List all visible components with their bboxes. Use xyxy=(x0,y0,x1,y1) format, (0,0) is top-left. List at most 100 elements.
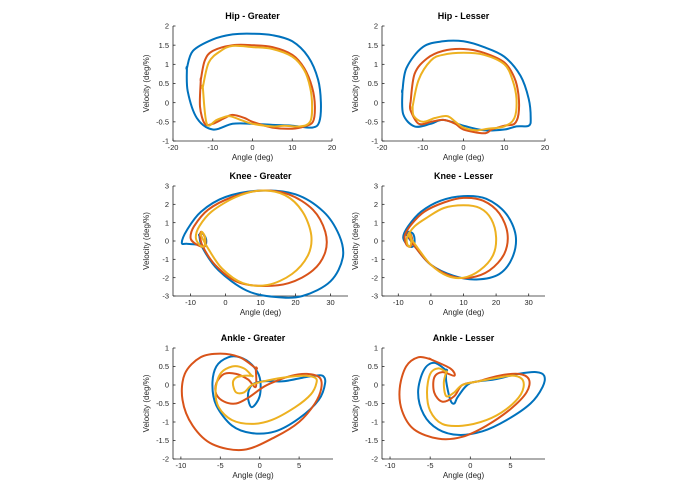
y-tick-label: 1.5 xyxy=(159,41,169,50)
y-tick-label: -1.5 xyxy=(156,436,169,445)
x-axis-label: Angle (deg) xyxy=(232,153,274,162)
x-tick-label: 20 xyxy=(541,143,549,152)
y-tick-label: 1 xyxy=(165,60,169,69)
x-axis-label: Angle (deg) xyxy=(443,308,485,317)
series-1-line xyxy=(185,32,322,131)
x-tick-label: -10 xyxy=(417,143,428,152)
panel-title: Knee - Greater xyxy=(229,171,292,181)
y-tick-label: -1 xyxy=(162,137,169,146)
series-2-line xyxy=(198,43,316,130)
y-tick-label: 1 xyxy=(165,344,169,353)
y-tick-label: -2 xyxy=(162,455,169,464)
series-3-line xyxy=(411,51,518,132)
x-tick-label: 5 xyxy=(297,461,301,470)
y-tick-label: -3 xyxy=(162,292,169,301)
series-1-line xyxy=(401,39,532,132)
x-axis-label: Angle (deg) xyxy=(443,471,485,480)
y-tick-label: 0 xyxy=(374,237,378,246)
series-3-line xyxy=(201,44,314,128)
y-tick-label: 0 xyxy=(374,381,378,390)
y-axis-label: Velocity (deg/%) xyxy=(142,212,151,270)
y-tick-label: 2 xyxy=(374,200,378,209)
x-axis-label: Angle (deg) xyxy=(240,308,282,317)
series-1-line xyxy=(417,361,546,436)
x-tick-label: -20 xyxy=(168,143,179,152)
x-axis-label: Angle (deg) xyxy=(443,153,485,162)
x-tick-label: -10 xyxy=(175,461,186,470)
y-tick-label: 2 xyxy=(165,22,169,31)
y-tick-label: -0.5 xyxy=(156,117,169,126)
panel-6: -10 -5 0 5 -2 -1.5 -1 -0.5 0 0.5 1 Ankle - Lesser An… xyxy=(351,333,546,480)
y-tick-label: -1 xyxy=(371,137,378,146)
y-tick-label: 0.5 xyxy=(368,79,378,88)
y-tick-label: -1 xyxy=(162,418,169,427)
x-tick-label: -10 xyxy=(207,143,218,152)
x-tick-label: 10 xyxy=(288,143,296,152)
x-tick-label: -20 xyxy=(377,143,388,152)
x-tick-label: -5 xyxy=(217,461,224,470)
y-tick-label: -0.5 xyxy=(365,399,378,408)
x-tick-label: 0 xyxy=(461,143,465,152)
x-tick-label: 30 xyxy=(326,298,334,307)
x-tick-label: -10 xyxy=(385,461,396,470)
y-tick-label: 2 xyxy=(374,22,378,31)
x-tick-label: 0 xyxy=(223,298,227,307)
panel-title: Hip - Lesser xyxy=(438,11,490,21)
x-axis-label: Angle (deg) xyxy=(232,471,274,480)
panel-title: Ankle - Greater xyxy=(221,333,286,343)
y-tick-label: 0.5 xyxy=(159,79,169,88)
y-tick-label: 1.5 xyxy=(368,41,378,50)
y-tick-label: 0 xyxy=(165,98,169,107)
y-tick-label: 0 xyxy=(165,237,169,246)
y-tick-label: 0 xyxy=(374,98,378,107)
y-tick-label: 3 xyxy=(374,182,378,191)
y-tick-label: -2 xyxy=(371,273,378,282)
y-axis-label: Velocity (deg/%) xyxy=(351,374,360,432)
y-tick-label: 1 xyxy=(165,218,169,227)
y-axis-label: Velocity (deg/%) xyxy=(142,54,151,112)
x-tick-label: 10 xyxy=(256,298,264,307)
series-2-line xyxy=(403,196,509,280)
series-1-line xyxy=(402,194,517,281)
series-3-line xyxy=(405,204,498,280)
y-tick-label: 3 xyxy=(165,182,169,191)
y-tick-label: 1 xyxy=(374,60,378,69)
series-2-line xyxy=(398,355,531,441)
x-tick-label: 0 xyxy=(258,461,262,470)
y-axis-label: Velocity (deg/%) xyxy=(351,54,360,112)
y-tick-label: -1.5 xyxy=(365,436,378,445)
y-tick-label: -2 xyxy=(371,455,378,464)
panel-title: Hip - Greater xyxy=(225,11,280,21)
panel-2: -20 -10 0 10 20 -1 -0.5 0 0.5 1 1.5 2 Hip - Lesser An… xyxy=(351,11,549,162)
x-tick-label: 20 xyxy=(328,143,336,152)
x-tick-label: -5 xyxy=(427,461,434,470)
x-tick-label: 5 xyxy=(508,461,512,470)
x-tick-label: 0 xyxy=(250,143,254,152)
x-tick-label: 0 xyxy=(468,461,472,470)
y-tick-label: -1 xyxy=(371,255,378,264)
panel-title: Knee - Lesser xyxy=(434,171,494,181)
y-tick-label: 0.5 xyxy=(159,362,169,371)
y-tick-label: -0.5 xyxy=(156,399,169,408)
x-tick-label: 20 xyxy=(291,298,299,307)
x-tick-label: 30 xyxy=(525,298,533,307)
series-2-line xyxy=(180,352,323,452)
y-axis-label: Velocity (deg/%) xyxy=(351,212,360,270)
series-3-line xyxy=(426,367,525,428)
x-tick-label: -10 xyxy=(393,298,404,307)
y-tick-label: -2 xyxy=(162,273,169,282)
x-tick-label: 20 xyxy=(492,298,500,307)
y-axis-label: Velocity (deg/%) xyxy=(142,374,151,432)
y-tick-label: 1 xyxy=(374,344,378,353)
x-tick-label: 0 xyxy=(429,298,433,307)
y-tick-label: -3 xyxy=(371,292,378,301)
panel-1: -20 -10 0 10 20 -1 -0.5 0 0.5 1 1.5 2 Hip - Greater A… xyxy=(142,11,336,162)
y-tick-label: 1 xyxy=(374,218,378,227)
y-tick-label: -0.5 xyxy=(365,117,378,126)
y-tick-label: 2 xyxy=(165,200,169,209)
y-tick-label: -1 xyxy=(162,255,169,264)
series-3-line xyxy=(214,365,318,425)
